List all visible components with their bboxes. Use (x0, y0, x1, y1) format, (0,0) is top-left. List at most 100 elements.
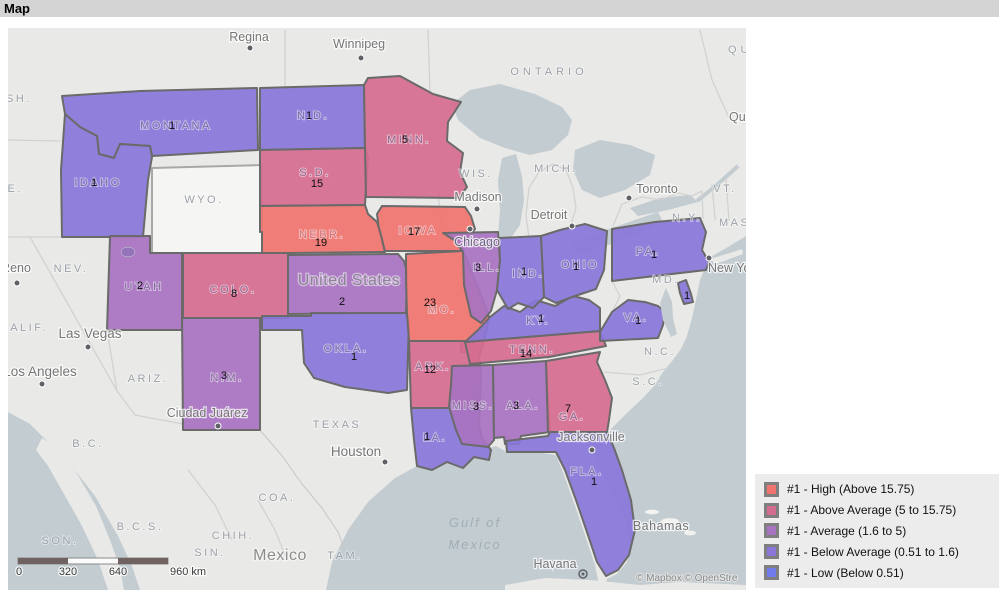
region-label-wyo: WYO. (184, 194, 223, 206)
state-mn[interactable] (363, 75, 468, 199)
region-label-vt: VT. (713, 183, 736, 195)
legend-item-average[interactable]: #1 - Average (1.6 to 5) (764, 522, 999, 540)
state-value-ar: 12 (424, 364, 436, 376)
bahamas-island-3 (683, 530, 697, 536)
state-value-sd: 15 (311, 178, 323, 190)
bahamas-island-2 (660, 517, 680, 525)
city-label-reno: Reno (8, 261, 31, 275)
legend-label-above-average[interactable]: #1 - Above Average (5 to 15.75) (787, 503, 957, 518)
region-label-calif: ALIF. (10, 322, 48, 334)
border-ca-nv (29, 236, 118, 392)
state-id[interactable] (60, 113, 153, 238)
city-label-quebec-city: Québec (729, 110, 746, 124)
water-label-gulf-line1: Gulf of (449, 515, 501, 530)
legend-swatch-below-average[interactable] (764, 544, 779, 560)
state-value-il: 3 (475, 262, 481, 274)
state-ne[interactable] (259, 204, 386, 254)
state-label-il: ILL. (473, 262, 501, 274)
region-label-wash: ASH. (8, 93, 32, 105)
region-label-coa: COA. (259, 492, 296, 504)
state-label-ia: IOWA (399, 225, 438, 237)
legend-swatch-average[interactable] (764, 523, 779, 539)
legend-swatch-high[interactable] (764, 481, 779, 497)
region-label-bcs: B.C.S. (117, 521, 164, 533)
state-value-nd: 1 (306, 110, 312, 122)
state-value-ia: 17 (408, 226, 420, 238)
state-nm[interactable] (181, 317, 261, 431)
state-label-tn: TENN. (509, 344, 555, 356)
state-ok[interactable] (261, 312, 410, 394)
city-dot-detroit (568, 222, 576, 230)
border-us-mexico-west (116, 390, 184, 425)
city-dot-regina (246, 44, 254, 52)
map-view[interactable]: ASH. RE. ALIF. NEV. ARIZ. WYO. TEXAS WIS… (8, 28, 746, 590)
state-de[interactable] (677, 279, 694, 305)
state-value-ms: 3 (473, 401, 479, 413)
city-dot-las-vegas (84, 343, 92, 351)
state-label-pa: PA. (636, 246, 660, 258)
region-label-texas: TEXAS (313, 419, 362, 431)
region-label-bahamas: Bahamas (633, 519, 689, 533)
state-value-ut: 2 (137, 280, 143, 292)
state-fl[interactable] (505, 431, 636, 577)
state-label-ok: OKLA. (324, 343, 369, 355)
region-label-bc: B.C. (72, 438, 103, 450)
legend-item-below-average[interactable]: #1 - Below Average (0.51 to 1.6) (764, 543, 999, 561)
state-value-la: 1 (424, 431, 430, 443)
legend-swatch-above-average[interactable] (764, 502, 779, 518)
city-label-winnipeg: Winnipeg (333, 37, 385, 51)
worksheet-title: Map (0, 0, 999, 17)
city-label-madison: Madison (454, 190, 501, 204)
legend-swatch-low[interactable] (764, 565, 779, 581)
city-label-houston: Houston (331, 444, 381, 459)
state-value-fl: 1 (591, 476, 597, 488)
city-label-havana: Havana (533, 557, 576, 571)
city-dot-chicago (466, 225, 474, 233)
state-label-oh: OHIO (561, 259, 599, 271)
state-value-co: 8 (231, 288, 237, 300)
legend-label-average[interactable]: #1 - Average (1.6 to 5) (787, 523, 907, 538)
state-label-mn: MINN. (387, 134, 431, 146)
legend-label-below-average[interactable]: #1 - Below Average (0.51 to 1.6) (787, 544, 959, 559)
state-label-mo: MO. (428, 304, 456, 316)
region-label-son: SON. (42, 535, 79, 547)
state-ky[interactable] (464, 295, 601, 343)
legend-item-high[interactable]: #1 - High (Above 15.75) (764, 480, 999, 498)
region-label-mich: MICH. (534, 163, 578, 175)
state-value-mt: 1 (169, 120, 175, 132)
legend-label-low[interactable]: #1 - Low (Below 0.51) (787, 565, 904, 580)
state-value-va: 1 (635, 315, 641, 327)
gulf-of-mexico (326, 446, 600, 590)
state-value-oh: 1 (573, 261, 579, 273)
legend-item-above-average[interactable]: #1 - Above Average (5 to 15.75) (764, 501, 999, 519)
state-ut[interactable] (106, 235, 183, 331)
city-dot-ciudad-juarez (214, 422, 222, 430)
legend-item-low[interactable]: #1 - Low (Below 0.51) (764, 564, 999, 582)
state-value-id: 1 (91, 177, 97, 189)
state-value-pa: 1 (651, 249, 657, 261)
city-label-regina: Regina (229, 30, 269, 44)
legend-label-high[interactable]: #1 - High (Above 15.75) (787, 482, 915, 497)
city-dot-reno (13, 279, 21, 287)
region-label-nev: NEV. (54, 263, 89, 275)
state-wy[interactable] (151, 164, 263, 254)
state-value-ga: 7 (565, 403, 571, 415)
city-dot-jacksonville (588, 446, 596, 454)
state-label-ar: ARK. (415, 361, 451, 373)
region-label-mass: MASS. (719, 217, 746, 229)
state-label-ut: UTAH (124, 281, 163, 293)
border-wa-or (8, 139, 62, 142)
st-lawrence-river (695, 164, 740, 203)
region-label-wis: WIS. (459, 168, 493, 180)
map-canvas[interactable]: ASH. RE. ALIF. NEV. ARIZ. WYO. TEXAS WIS… (8, 28, 746, 590)
bahamas-island-1 (644, 509, 660, 515)
state-value-tn: 14 (520, 348, 532, 360)
state-value-mo: 23 (424, 297, 436, 309)
city-label-new-york: New York (708, 261, 746, 275)
city-marker-havana (578, 569, 588, 579)
region-label-tam: TAM. (327, 550, 362, 562)
state-pa[interactable] (611, 217, 710, 282)
map-attribution[interactable]: © Mapbox © OpenStre (635, 572, 739, 585)
country-label-mx: Mexico (253, 547, 307, 564)
